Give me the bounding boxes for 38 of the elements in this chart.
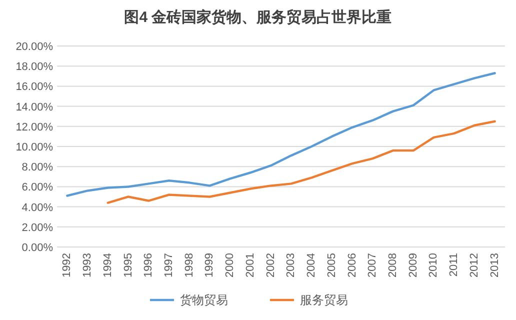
x-tick-label: 1996 <box>142 253 155 278</box>
x-tick-label: 1997 <box>163 253 175 278</box>
x-tick-label: 2000 <box>224 253 236 278</box>
x-tick-label: 2009 <box>407 253 420 278</box>
y-tick-label: 4.00% <box>22 202 54 214</box>
x-tick-label: 2002 <box>264 253 277 278</box>
y-tick-label: 18.00% <box>16 61 54 74</box>
x-tick-label: 2005 <box>326 253 338 278</box>
x-tick-label: 2004 <box>306 253 318 278</box>
y-tick-label: 10.00% <box>16 142 54 154</box>
legend-label: 货物贸易 <box>180 293 228 307</box>
x-tick-label: 2010 <box>428 253 440 278</box>
x-tick-label: 1998 <box>183 253 196 278</box>
line-series <box>106 120 496 204</box>
x-tick-label: 1995 <box>122 253 134 278</box>
x-tick-label: 2011 <box>448 253 460 277</box>
x-tick-label: 2007 <box>366 253 379 278</box>
y-tick-label: 12.00% <box>16 121 54 134</box>
x-tick-label: 1993 <box>82 253 94 278</box>
x-tick-label: 2003 <box>285 253 298 278</box>
x-tick-label: 2012 <box>468 253 480 278</box>
x-tick-label: 1999 <box>204 253 216 278</box>
chart-title: 图4 金砖国家货物、服务贸易占世界比重 <box>124 8 392 26</box>
y-tick-label: 16.00% <box>16 81 54 94</box>
legend-label: 服务贸易 <box>300 293 348 307</box>
x-tick-label: 2008 <box>387 253 399 278</box>
x-tick-label: 1992 <box>61 253 74 278</box>
y-tick-label: 0.00% <box>22 242 54 254</box>
y-tick-label: 20.00% <box>16 41 54 53</box>
x-tick-label: 1994 <box>102 253 114 278</box>
y-tick-label: 8.00% <box>22 162 54 174</box>
x-tick-label: 2006 <box>346 253 358 278</box>
x-tick-label: 2013 <box>488 253 501 278</box>
y-tick-label: 2.00% <box>22 222 54 234</box>
line-series <box>66 72 496 197</box>
y-tick-label: 6.00% <box>22 182 54 194</box>
x-tick-label: 2001 <box>244 253 256 278</box>
y-tick-label: 14.00% <box>16 101 54 114</box>
